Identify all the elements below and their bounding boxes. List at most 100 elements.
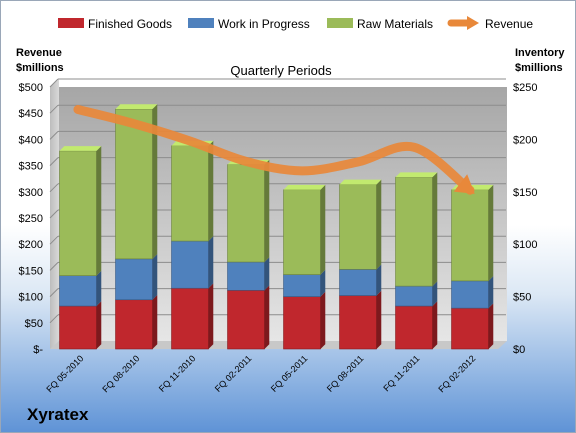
revenue-line — [73, 105, 475, 195]
bar-work-in-progress — [171, 240, 209, 289]
bar-finished-goods — [283, 296, 321, 350]
bar-top-raw-materials — [339, 179, 382, 185]
right-tick-label: $0 — [513, 344, 525, 356]
left-tick-label: $450 — [19, 108, 43, 120]
bar-work-in-progress — [59, 275, 97, 307]
gridline-side — [49, 183, 59, 193]
bar-side-work-in-progress — [152, 254, 158, 300]
category-label: FQ 11-2011 — [381, 353, 421, 393]
bar-side-raw-materials — [320, 184, 326, 275]
bar-side-finished-goods — [488, 303, 494, 349]
bar-work-in-progress — [227, 261, 265, 291]
bar-side-work-in-progress — [208, 236, 214, 289]
bar-side-raw-materials — [208, 140, 214, 242]
category-label: FQ 02-2012 — [436, 353, 477, 394]
gridline-side — [49, 104, 59, 114]
bar-side-finished-goods — [152, 294, 158, 349]
gridline-side — [49, 288, 59, 297]
bar-finished-goods — [451, 307, 489, 350]
bar-side-finished-goods — [208, 283, 214, 349]
legend-swatch-raw-materials — [327, 18, 353, 28]
left-tick-label: $- — [33, 344, 43, 356]
legend-swatch-finished-goods — [58, 18, 84, 28]
gridline-side — [49, 235, 59, 245]
bar-side-finished-goods — [432, 301, 438, 349]
legend-label-raw-materials: Raw Materials — [357, 17, 433, 31]
bar-finished-goods — [59, 305, 97, 350]
legend: Finished Goods Work in Progress Raw Mate… — [58, 16, 533, 31]
bar-side-raw-materials — [432, 172, 438, 287]
left-axis-ticks: $- $50 $100 $150 $200 $250 $300 $350 $400 $450 $50… — [19, 82, 44, 356]
left-tick-label: $350 — [19, 161, 43, 173]
bar-raw-materials — [59, 150, 97, 276]
bar-work-in-progress — [451, 280, 489, 309]
bar-finished-goods — [115, 299, 153, 350]
left-tick-label: $250 — [19, 213, 43, 225]
left-tick-label: $50 — [25, 318, 43, 330]
bar-side-work-in-progress — [96, 270, 102, 307]
bar-work-in-progress — [115, 258, 153, 301]
bar-finished-goods — [339, 295, 377, 350]
bar-top-raw-materials — [115, 104, 158, 110]
legend-swatch-work-in-progress — [188, 18, 214, 28]
category-label: FQ 11-2010 — [157, 353, 198, 394]
bar-side-finished-goods — [96, 301, 102, 349]
bar-side-work-in-progress — [432, 281, 438, 307]
right-tick-label: $250 — [513, 82, 537, 94]
plot-floor — [50, 341, 507, 349]
bar-raw-materials — [339, 184, 377, 270]
category-label: FQ 02-2011 — [213, 353, 254, 394]
legend-label-finished-goods: Finished Goods — [88, 17, 172, 31]
bar-side-work-in-progress — [488, 276, 494, 309]
bar-side-raw-materials — [152, 104, 158, 259]
bar-work-in-progress — [339, 269, 377, 296]
bars — [59, 104, 494, 350]
plot-title: Quarterly Periods — [230, 63, 332, 78]
gridline-side — [49, 209, 59, 219]
bar-side-work-in-progress — [264, 257, 270, 291]
left-axis-title-line1: Revenue — [16, 47, 62, 59]
bar-finished-goods — [395, 305, 433, 350]
bar-work-in-progress — [283, 274, 321, 297]
bar-raw-materials — [283, 189, 321, 275]
bar-side-finished-goods — [264, 285, 270, 349]
bar-work-in-progress — [395, 285, 433, 307]
legend-arrow-revenue — [467, 16, 479, 30]
bar-side-raw-materials — [96, 146, 102, 276]
category-label: FQ 05-2010 — [44, 353, 85, 394]
gridline-side — [49, 131, 59, 140]
revenue-arrowhead — [453, 174, 475, 194]
bar-finished-goods — [171, 287, 209, 350]
revenue-line-group — [73, 105, 475, 195]
bar-side-finished-goods — [320, 291, 326, 349]
gridline-side — [49, 78, 59, 88]
right-axis-ticks: $0 $50 $100 $150 $200 $250 — [513, 82, 537, 356]
gridline-side — [49, 157, 59, 166]
company-name: Xyratex — [27, 405, 89, 424]
left-tick-label: $150 — [19, 265, 43, 277]
bar-raw-materials — [451, 189, 489, 282]
gridline-side — [49, 262, 59, 271]
gridline-side — [49, 314, 59, 324]
bar-raw-materials — [115, 108, 153, 260]
bar-side-finished-goods — [376, 290, 382, 349]
legend-label-revenue: Revenue — [485, 17, 533, 31]
bar-raw-materials — [227, 164, 265, 263]
right-tick-label: $200 — [513, 134, 537, 146]
bar-raw-materials — [395, 176, 433, 287]
right-axis-title-line2: $millions — [515, 62, 563, 74]
bar-side-raw-materials — [376, 179, 382, 270]
left-tick-label: $200 — [19, 239, 43, 251]
bar-side-work-in-progress — [320, 269, 326, 297]
bar-raw-materials — [171, 145, 209, 242]
right-tick-label: $50 — [513, 292, 531, 304]
left-tick-label: $400 — [19, 134, 43, 146]
bar-top-raw-materials — [395, 172, 438, 178]
left-tick-label: $500 — [19, 82, 43, 94]
legend-label-work-in-progress: Work in Progress — [218, 17, 310, 31]
left-tick-label: $100 — [19, 292, 43, 304]
category-label: FQ 08-2011 — [325, 353, 366, 394]
right-tick-label: $150 — [513, 187, 537, 199]
left-axis-title-line2: $millions — [16, 62, 64, 74]
